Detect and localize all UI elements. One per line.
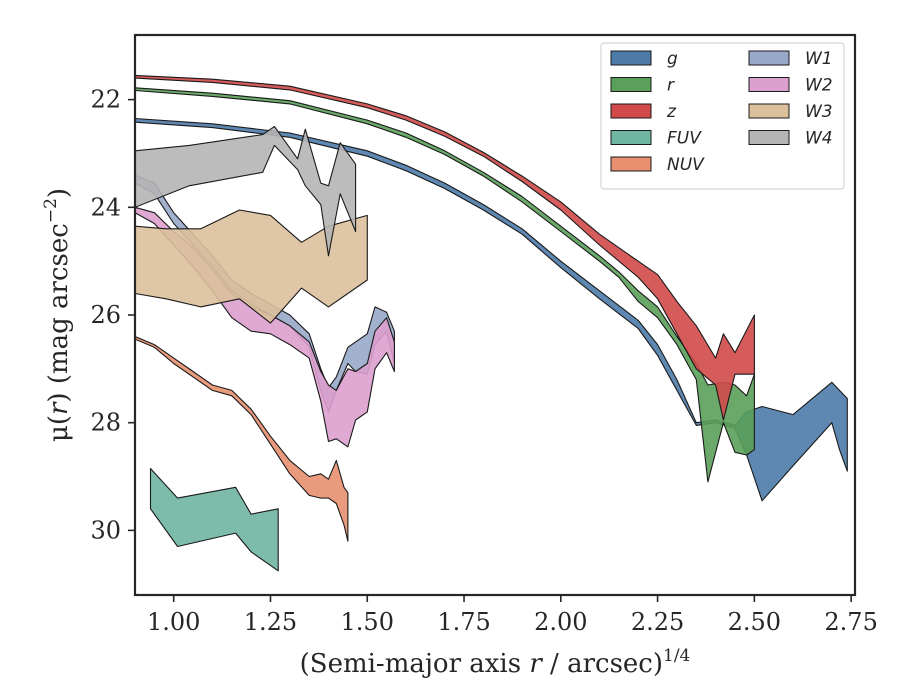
band-r (135, 87, 755, 483)
y-axis-label: μ(r) (mag arcsec−2) (41, 188, 74, 442)
x-tick-label: 2.00 (534, 608, 587, 636)
legend-swatch-W1 (748, 50, 790, 66)
y-tick-label: 26 (90, 301, 121, 329)
y-tick-label: 30 (90, 516, 121, 544)
legend-label-W1: W1 (805, 49, 833, 69)
legend-swatch-W2 (748, 77, 790, 92)
legend-label-r: r (667, 76, 675, 96)
legend-label-z: z (666, 102, 677, 122)
x-tick-label: 1.25 (244, 608, 297, 636)
y-axis: 22 24 26 28 30 (90, 86, 135, 544)
legend: grz FUV NUV W1 W2 W3 W4 (600, 42, 845, 190)
band-W4 (135, 125, 357, 257)
x-tick-label: 1.50 (341, 608, 394, 636)
legend-label-W2: W2 (805, 76, 833, 96)
legend-label-W3: W3 (805, 102, 833, 122)
band-layer (135, 74, 848, 572)
x-axis-label: (Semi-major axis r / arcsec)1/4 (300, 646, 691, 679)
legend-swatch-NUV (610, 156, 652, 172)
x-tick-label: 2.25 (631, 608, 684, 636)
x-tick-label: 1.75 (437, 608, 490, 636)
legend-swatch-g (610, 50, 652, 66)
legend-swatch-z (610, 103, 652, 119)
legend-label-g: g (667, 49, 678, 69)
legend-swatch-FUV (610, 130, 652, 145)
legend-swatch-W4 (748, 130, 790, 145)
x-axis: 1.00 1.25 1.50 1.75 2.00 2.25 2.50 2.75 (147, 595, 878, 636)
legend-label-W4: W4 (805, 129, 833, 149)
x-tick-label: 2.50 (728, 608, 781, 636)
y-tick-label: 22 (90, 86, 121, 114)
band-g (135, 117, 848, 502)
legend-swatch-W3 (748, 103, 790, 119)
band-W3 (135, 209, 368, 324)
band-NUV (135, 335, 349, 542)
x-tick-label: 2.75 (824, 608, 877, 636)
x-tick-label: 1.00 (147, 608, 200, 636)
legend-label-NUV: NUV (667, 155, 705, 175)
y-tick-label: 24 (90, 193, 121, 221)
legend-label-FUV: FUV (667, 129, 702, 149)
y-tick-label: 28 (90, 409, 121, 437)
band-FUV (149, 467, 279, 572)
band-z (135, 74, 755, 421)
legend-swatch-r (610, 77, 652, 92)
